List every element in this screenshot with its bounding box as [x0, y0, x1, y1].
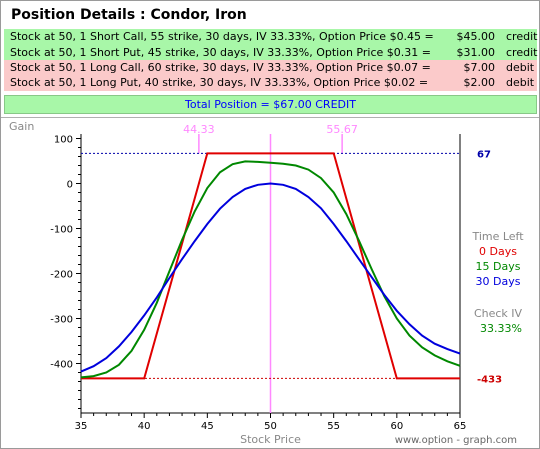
- series-line-30-days: [80, 182, 461, 373]
- position-kind: credit: [506, 46, 538, 59]
- y-tick-label: -100: [50, 225, 73, 236]
- position-description: Stock at 50, 1 Long Call, 60 strike, 30 …: [10, 61, 431, 74]
- position-description: Stock at 50, 1 Short Put, 45 strike, 30 …: [10, 46, 431, 59]
- position-row-long-put: Stock at 50, 1 Long Put, 40 strike, 30 d…: [4, 75, 537, 91]
- x-tick-label: 60: [390, 421, 403, 432]
- x-tick-label: 50: [264, 421, 277, 432]
- watermark: www.option - graph.com: [395, 435, 517, 446]
- x-tick-label: 65: [454, 421, 467, 432]
- page-title: Position Details : Condor, Iron: [11, 7, 247, 23]
- position-row-long-call: Stock at 50, 1 Long Call, 60 strike, 30 …: [4, 60, 537, 76]
- iv-label: Check IV: [474, 307, 523, 320]
- y-tick-label: 0: [67, 180, 73, 191]
- x-axis-label: Stock Price: [240, 433, 301, 446]
- breakeven-label: 55.67: [326, 123, 358, 136]
- breakeven-label: 44.33: [183, 123, 215, 136]
- position-description: Stock at 50, 1 Long Put, 40 strike, 30 d…: [10, 76, 429, 89]
- legend-entry: 15 Days: [476, 260, 521, 273]
- total-position: Total Position = $67.00 CREDIT: [4, 95, 537, 114]
- divider: [1, 117, 539, 118]
- x-tick-label: 45: [201, 421, 214, 432]
- y-tick-label: 100: [54, 135, 73, 146]
- max-loss-label: -433: [477, 374, 502, 385]
- y-axis-label: Gain: [9, 120, 34, 133]
- series-line-15-days: [80, 160, 461, 379]
- legend-entry: 0 Days: [479, 245, 517, 258]
- position-amount: $31.00: [456, 46, 496, 59]
- y-tick-label: -400: [50, 360, 73, 371]
- y-tick-label: -300: [50, 315, 73, 326]
- x-tick-label: 40: [138, 421, 151, 432]
- position-row-short-call: Stock at 50, 1 Short Call, 55 strike, 30…: [4, 29, 537, 45]
- legend-entry: 30 Days: [476, 275, 521, 288]
- payoff-chart: Gain 100 0 -100 -200 -300 -400 35 40 45 50 55 60 65 St…: [9, 120, 524, 446]
- legend-title: Time Left: [471, 230, 524, 243]
- position-amount: $2.00: [463, 76, 496, 89]
- position-row-short-put: Stock at 50, 1 Short Put, 45 strike, 30 …: [4, 45, 537, 61]
- max-gain-label: 67: [477, 149, 491, 160]
- position-amount: $45.00: [456, 30, 496, 43]
- y-tick-label: -200: [50, 270, 73, 281]
- x-tick-label: 55: [327, 421, 340, 432]
- position-amount: $7.00: [463, 61, 496, 74]
- series-line-0-days: [81, 152, 460, 380]
- position-description: Stock at 50, 1 Short Call, 55 strike, 30…: [10, 30, 434, 43]
- x-tick-label: 35: [75, 421, 88, 432]
- iv-value: 33.33%: [480, 322, 522, 335]
- position-kind: debit: [506, 61, 535, 74]
- position-kind: debit: [506, 76, 535, 89]
- position-kind: credit: [506, 30, 538, 43]
